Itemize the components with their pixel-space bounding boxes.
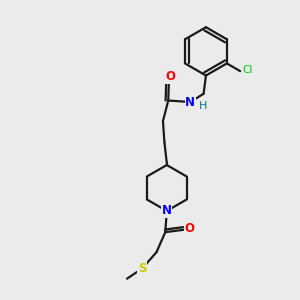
Text: O: O: [165, 70, 175, 83]
Text: Cl: Cl: [242, 65, 253, 75]
Text: O: O: [185, 222, 195, 235]
Text: N: N: [185, 95, 195, 109]
Text: H: H: [199, 100, 207, 110]
Text: N: N: [162, 205, 172, 218]
Text: S: S: [138, 262, 147, 275]
